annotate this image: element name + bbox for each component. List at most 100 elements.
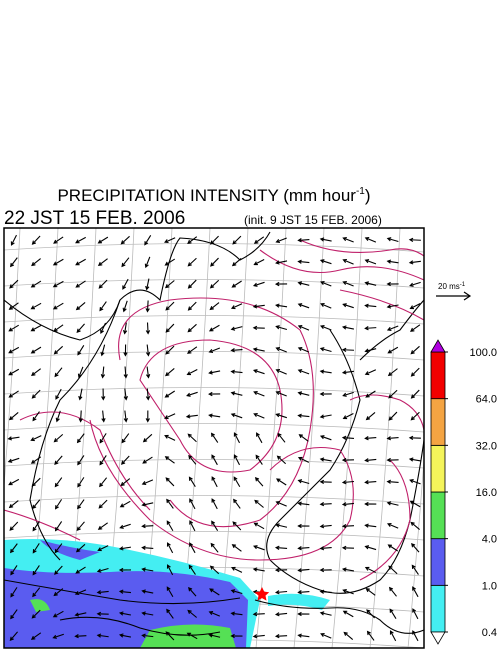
wind-arrow xyxy=(7,436,20,441)
wind-arrow xyxy=(97,236,109,244)
wind-arrow xyxy=(297,590,310,595)
wind-arrow xyxy=(252,347,265,352)
wind-arrow xyxy=(209,565,220,575)
wind-arrow xyxy=(297,633,310,638)
wind-arrow xyxy=(166,564,174,576)
wind-arrow xyxy=(78,388,83,401)
wind-arrow xyxy=(277,432,286,443)
wind-arrow xyxy=(274,590,288,595)
wind-arrow xyxy=(386,325,399,331)
wind-arrow xyxy=(410,389,420,399)
wind-arrow xyxy=(165,631,175,641)
wind-arrow xyxy=(410,367,420,377)
wind-arrow xyxy=(276,455,287,465)
wind-arrow xyxy=(187,323,197,333)
colorbar-under xyxy=(430,631,446,645)
wind-arrow xyxy=(74,589,87,596)
wind-arrow xyxy=(342,280,354,287)
wind-arrow xyxy=(274,612,288,617)
colorbar-over xyxy=(430,339,446,353)
wind-arrow xyxy=(74,633,87,639)
wind-arrow xyxy=(297,501,310,506)
colorbar-label: 64.0 xyxy=(476,394,497,406)
vector-scale: 20 ms-1 xyxy=(436,282,472,301)
wind-arrow xyxy=(165,368,175,377)
wind-arrow xyxy=(297,456,310,463)
wind-arrow xyxy=(230,413,243,419)
wind-arrow xyxy=(297,546,310,551)
wind-arrow xyxy=(210,235,219,245)
wind-arrow xyxy=(253,258,265,266)
colorbar-label: 16.0 xyxy=(476,487,497,499)
wind-arrow xyxy=(10,609,18,620)
wind-arrow xyxy=(386,237,399,243)
wind-arrow xyxy=(101,388,106,401)
parallel xyxy=(4,459,424,469)
colorbar-label: 4.0 xyxy=(482,534,497,546)
wind-arrow xyxy=(211,498,218,510)
wind-arrow xyxy=(141,567,154,572)
wind-arrow xyxy=(319,414,332,419)
wind-arrow xyxy=(387,346,399,354)
wind-arrow xyxy=(99,301,107,312)
wind-arrow xyxy=(122,322,128,335)
wind-arrow xyxy=(145,322,151,335)
wind-arrow xyxy=(388,586,397,597)
isobars xyxy=(4,239,424,581)
colorbar-segment xyxy=(430,584,446,633)
wind-arrow xyxy=(166,542,174,554)
vector-scale-sup: -1 xyxy=(460,282,466,288)
wind-arrow xyxy=(141,633,154,638)
wind-arrow xyxy=(187,346,198,354)
wind-arrow xyxy=(233,476,241,488)
wind-arrow xyxy=(341,457,355,463)
parallel xyxy=(4,531,424,541)
wind-arrow xyxy=(211,520,219,531)
wind-arrow xyxy=(411,542,420,553)
wind-arrow xyxy=(210,542,219,553)
wind-arrow xyxy=(211,476,218,488)
wind-arrow xyxy=(78,410,83,423)
wind-arrow xyxy=(364,369,377,376)
wind-arrow xyxy=(386,304,399,309)
wind-arrow xyxy=(386,259,399,264)
wind-arrow xyxy=(121,433,130,444)
wind-arrow xyxy=(342,258,354,265)
wind-arrow xyxy=(31,389,41,399)
meridian xyxy=(331,228,363,648)
wind-arrow xyxy=(364,348,377,353)
wind-arrow xyxy=(275,237,287,243)
wind-arrow xyxy=(187,236,198,245)
wind-arrow xyxy=(297,413,310,418)
wind-arrow xyxy=(319,369,332,374)
wind-arrow xyxy=(75,258,86,266)
wind-arrow xyxy=(164,390,176,398)
wind-arrow xyxy=(386,522,399,529)
wind-arrow xyxy=(75,236,86,244)
wind-arrow xyxy=(97,522,108,530)
wind-arrow xyxy=(256,432,263,444)
wind-arrow xyxy=(10,234,17,246)
wind-arrow xyxy=(186,368,198,376)
wind-arrow xyxy=(123,388,128,401)
wind-arrow xyxy=(388,411,398,421)
colorbar-segment xyxy=(430,351,446,400)
wind-arrow xyxy=(412,608,419,620)
title-main: PRECIPITATION INTENSITY (mm hour xyxy=(57,186,356,205)
wind-arrow xyxy=(75,566,86,574)
wind-arrow xyxy=(408,435,421,441)
wind-arrow xyxy=(118,567,132,573)
wind-arrow xyxy=(232,521,242,531)
wind-arrow xyxy=(366,630,375,641)
wind-arrow xyxy=(364,523,377,528)
wind-arrow xyxy=(274,567,288,573)
wind-arrow xyxy=(275,325,288,331)
wind-arrow xyxy=(165,301,175,311)
wind-arrow xyxy=(275,368,287,375)
colorbar-label: 0.4 xyxy=(482,627,497,639)
wind-arrow xyxy=(364,480,377,485)
wind-arrow xyxy=(101,410,106,423)
colorbar-label: 32.0 xyxy=(476,440,497,452)
wind-arrow xyxy=(253,390,265,397)
